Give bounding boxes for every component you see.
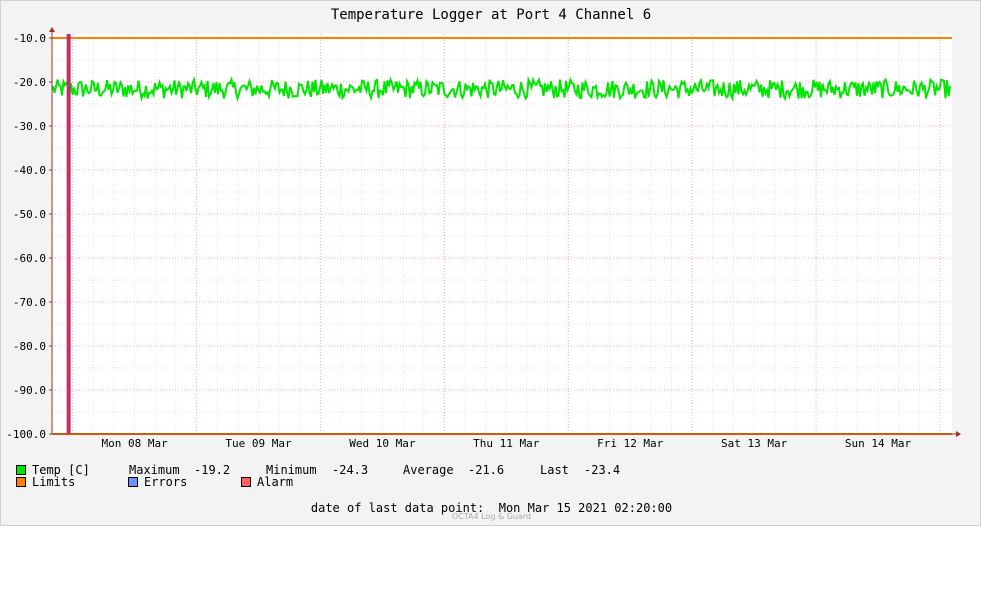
stat-maximum-label: Maximum bbox=[129, 463, 180, 477]
y-tick-label: -30.0 bbox=[13, 120, 46, 133]
y-axis-arrow-icon bbox=[49, 27, 55, 32]
stat-maximum-value: -19.2 bbox=[194, 463, 231, 477]
y-tick-label: -10.0 bbox=[13, 32, 46, 45]
y-tick-label: -100.0 bbox=[6, 428, 46, 441]
x-tick-label: Thu 11 Mar bbox=[473, 437, 540, 450]
x-tick-label: Mon 08 Mar bbox=[101, 437, 168, 450]
legend-limits-label: Limits bbox=[32, 475, 76, 489]
y-tick-label: -20.0 bbox=[13, 76, 46, 89]
temp-swatch-icon bbox=[16, 465, 26, 475]
legend-alarm: Alarm bbox=[241, 476, 293, 489]
legend-errors: Errors bbox=[128, 476, 187, 489]
x-tick-label: Wed 10 Mar bbox=[349, 437, 416, 450]
errors-swatch-icon bbox=[128, 477, 138, 487]
temp-series-line bbox=[52, 75, 951, 103]
x-tick-label: Tue 09 Mar bbox=[225, 437, 292, 450]
alarm-swatch-icon bbox=[241, 477, 251, 487]
legend-temp: Temp [C] bbox=[16, 464, 90, 477]
plot-area bbox=[52, 34, 952, 434]
legend-row-status: Limits Errors Alarm bbox=[16, 476, 293, 489]
y-tick-label: -70.0 bbox=[13, 296, 46, 309]
legend-limits: Limits bbox=[16, 476, 75, 489]
stat-last-value: -23.4 bbox=[584, 463, 621, 477]
x-tick-label: Fri 12 Mar bbox=[597, 437, 664, 450]
x-axis-arrow-icon bbox=[956, 431, 961, 437]
y-tick-label: -50.0 bbox=[13, 208, 46, 221]
legend-alarm-label: Alarm bbox=[257, 475, 294, 489]
temperature-chart: -10.0 -20.0 -30.0 -40.0 -50.0 -60.0 -70.0 -80.0… bbox=[6, 7, 961, 450]
chart-title: Temperature Logger at Port 4 Channel 6 bbox=[331, 7, 651, 23]
y-tick-label: -40.0 bbox=[13, 164, 46, 177]
y-tick-label: -90.0 bbox=[13, 384, 46, 397]
chart-window: -10.0 -20.0 -30.0 -40.0 -50.0 -60.0 -70.0 -80.0… bbox=[0, 0, 981, 526]
last-data-point-date: date of last data point: Mon Mar 15 2021… bbox=[310, 501, 673, 515]
legend-row-temp: Temp [C] Maximum -19.2 Minimum -24.3 Ave… bbox=[16, 464, 620, 477]
stat-minimum-label: Minimum bbox=[266, 463, 317, 477]
stat-average-value: -21.6 bbox=[468, 463, 505, 477]
alarm-marker-bar bbox=[66, 34, 71, 434]
limits-swatch-icon bbox=[16, 477, 26, 487]
brand-watermark: OCTA4 Log & Guard bbox=[451, 512, 532, 521]
legend-errors-label: Errors bbox=[144, 475, 188, 489]
y-tick-label: -60.0 bbox=[13, 252, 46, 265]
stat-last-label: Last bbox=[540, 463, 569, 477]
x-tick-label: Sat 13 Mar bbox=[721, 437, 788, 450]
stat-average-label: Average bbox=[403, 463, 454, 477]
x-tick-label: Sun 14 Mar bbox=[845, 437, 912, 450]
legend-temp-label: Temp [C] bbox=[32, 463, 90, 477]
y-tick-label: -80.0 bbox=[13, 340, 46, 353]
stat-minimum-value: -24.3 bbox=[332, 463, 369, 477]
